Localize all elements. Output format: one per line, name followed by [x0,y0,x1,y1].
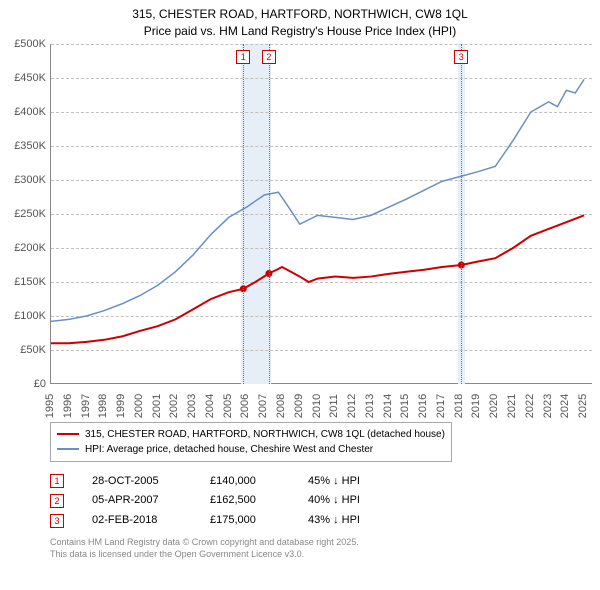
title-line2: Price paid vs. HM Land Registry's House … [8,23,592,40]
sale-hpi: 45% ↓ HPI [308,472,388,492]
sale-date: 02-FEB-2018 [92,511,182,531]
legend-row-2: HPI: Average price, detached house, Ches… [57,442,445,457]
xtick-label: 2011 [328,394,340,418]
xtick-label: 2021 [506,393,518,417]
title-block: 315, CHESTER ROAD, HARTFORD, NORTHWICH, … [8,6,592,40]
xtick-label: 1996 [62,393,74,417]
xtick-label: 1999 [115,393,127,417]
xtick-label: 2010 [311,393,323,417]
xtick-label: 2002 [168,393,180,417]
ytick-label: £0 [34,378,46,390]
sales-table: 1 28-OCT-2005 £140,000 45% ↓ HPI 2 05-APR-200… [50,472,592,531]
sale-hpi: 40% ↓ HPI [308,491,388,511]
xtick-label: 2016 [417,393,429,417]
ytick-label: £150K [14,276,46,288]
xtick-label: 2014 [382,393,394,417]
xtick-label: 1995 [44,393,56,417]
xtick-label: 2000 [133,393,145,417]
legend-swatch-2 [57,448,79,450]
ytick-label: £350K [14,140,46,152]
plot-region: 12 3 [50,44,592,384]
xtick-label: 2018 [453,393,465,417]
sale-marker-2: 2 [262,50,276,64]
ytick-label: £450K [14,72,46,84]
xtick-label: 2012 [346,393,358,417]
xtick-label: 2003 [186,393,198,417]
xtick-label: 1997 [80,393,92,417]
xtick-label: 2019 [470,393,482,417]
xtick-label: 2001 [151,393,163,417]
ytick-label: £500K [14,38,46,50]
sale-marker-1: 1 [236,50,250,64]
xtick-label: 2025 [577,393,589,417]
sale-num: 1 [50,474,64,488]
legend-swatch-1 [57,433,79,435]
chart-container: 315, CHESTER ROAD, HARTFORD, NORTHWICH, … [0,0,600,590]
sale-date: 05-APR-2007 [92,491,182,511]
legend-label-1: 315, CHESTER ROAD, HARTFORD, NORTHWICH, … [85,427,445,442]
xtick-label: 2017 [435,393,447,417]
xtick-label: 2006 [239,393,251,417]
footnote-line2: This data is licensed under the Open Gov… [50,549,592,561]
xtick-label: 2009 [293,393,305,417]
xtick-label: 2007 [257,393,269,417]
sale-date: 28-OCT-2005 [92,472,182,492]
ytick-label: £200K [14,242,46,254]
chart-area: 12 3 £0 £50K £100K £150K £200K £250K £300K £350K… [8,44,592,414]
sales-row: 3 02-FEB-2018 £175,000 43% ↓ HPI [50,511,592,531]
footnote: Contains HM Land Registry data © Crown c… [50,537,592,560]
sale-num: 3 [50,514,64,528]
xtick-label: 2023 [542,393,554,417]
xtick-label: 2024 [559,393,571,417]
xtick-label: 1998 [97,393,109,417]
ytick-label: £100K [14,310,46,322]
sale-hpi: 43% ↓ HPI [308,511,388,531]
xtick-label: 2013 [364,393,376,417]
title-line1: 315, CHESTER ROAD, HARTFORD, NORTHWICH, … [8,6,592,23]
sales-row: 1 28-OCT-2005 £140,000 45% ↓ HPI [50,472,592,492]
ytick-label: £50K [20,344,46,356]
sale-marker-3: 3 [454,50,468,64]
legend-row-1: 315, CHESTER ROAD, HARTFORD, NORTHWICH, … [57,427,445,442]
sale-price: £140,000 [210,472,280,492]
xtick-label: 2022 [524,393,536,417]
sales-row: 2 05-APR-2007 £162,500 40% ↓ HPI [50,491,592,511]
ytick-label: £400K [14,106,46,118]
chart-svg [51,44,593,384]
sale-price: £162,500 [210,491,280,511]
xtick-label: 2004 [204,393,216,417]
xtick-label: 2020 [488,393,500,417]
xtick-label: 2015 [399,393,411,417]
ytick-label: £250K [14,208,46,220]
sale-price: £175,000 [210,511,280,531]
footnote-line1: Contains HM Land Registry data © Crown c… [50,537,592,549]
legend-label-2: HPI: Average price, detached house, Ches… [85,442,373,457]
xtick-label: 2008 [275,393,287,417]
ytick-label: £300K [14,174,46,186]
xtick-label: 2005 [222,393,234,417]
sale-num: 2 [50,494,64,508]
legend: 315, CHESTER ROAD, HARTFORD, NORTHWICH, … [50,422,452,462]
